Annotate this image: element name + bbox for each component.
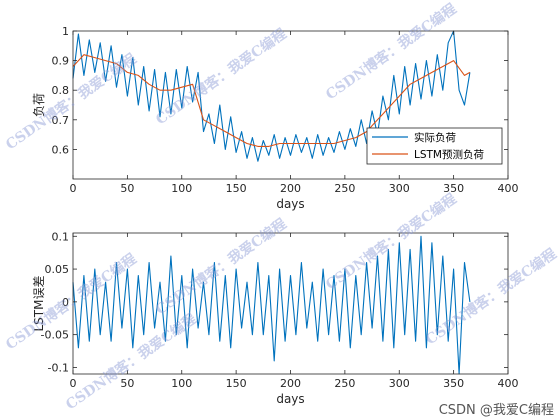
x-tick-label: 250 bbox=[334, 182, 355, 195]
legend-label-actual: 实际负荷 bbox=[414, 131, 456, 144]
top-axes: 0 50 100 150 200 250 300 350 400 0.6 0.7 0.8 0.9 1 day… bbox=[32, 25, 519, 211]
y-tick-label: 0 bbox=[62, 296, 69, 309]
legend-box bbox=[366, 127, 503, 165]
x-tick-label: 150 bbox=[226, 182, 247, 195]
y-tick-label: 0.05 bbox=[45, 263, 70, 276]
y-tick-label: 1 bbox=[62, 25, 69, 38]
x-tick-label: 200 bbox=[280, 182, 301, 195]
x-tick-label: 400 bbox=[498, 377, 519, 390]
legend-label-predicted: LSTM预测负荷 bbox=[414, 148, 484, 161]
y-tick-label: 0.6 bbox=[52, 143, 70, 156]
x-tick-label: 50 bbox=[120, 377, 134, 390]
y-tick-label: 0.9 bbox=[52, 55, 70, 68]
x-tick-label: 250 bbox=[334, 377, 355, 390]
y-tick-label: 0.8 bbox=[52, 84, 70, 97]
y-tick-label: 0.1 bbox=[52, 230, 70, 243]
x-tick-label: 350 bbox=[443, 182, 464, 195]
x-tick-label: 100 bbox=[171, 182, 192, 195]
bottom-axes: 0 50 100 150 200 250 300 350 400 -0.1 -0.05 0 0.05 0.… bbox=[32, 230, 519, 406]
series-line-1 bbox=[72, 54, 471, 147]
series-line-0 bbox=[72, 30, 471, 162]
x-tick-label: 400 bbox=[498, 182, 519, 195]
x-tick-label: 300 bbox=[389, 182, 410, 195]
x-axis-label: days bbox=[276, 197, 304, 211]
x-tick-label: 350 bbox=[443, 377, 464, 390]
x-tick-label: 200 bbox=[280, 377, 301, 390]
series-line-0 bbox=[72, 235, 471, 375]
x-tick-label: 300 bbox=[389, 377, 410, 390]
legend: 实际负荷 LSTM预测负荷 bbox=[366, 127, 503, 165]
x-tick-label: 0 bbox=[70, 377, 77, 390]
footer-credit: CSDN @我爱C编程 bbox=[438, 403, 554, 418]
y-axis-label: 负荷 bbox=[32, 93, 46, 117]
y-tick-label: -0.05 bbox=[41, 329, 69, 342]
x-tick-label: 100 bbox=[171, 377, 192, 390]
x-tick-label: 150 bbox=[226, 377, 247, 390]
x-axis-label: days bbox=[276, 392, 304, 406]
x-tick-label: 50 bbox=[120, 182, 134, 195]
x-tick-label: 0 bbox=[70, 182, 77, 195]
y-tick-label: -0.1 bbox=[48, 361, 69, 374]
y-axis-label: LSTM误差 bbox=[32, 276, 46, 332]
y-tick-label: 0.7 bbox=[52, 114, 70, 127]
